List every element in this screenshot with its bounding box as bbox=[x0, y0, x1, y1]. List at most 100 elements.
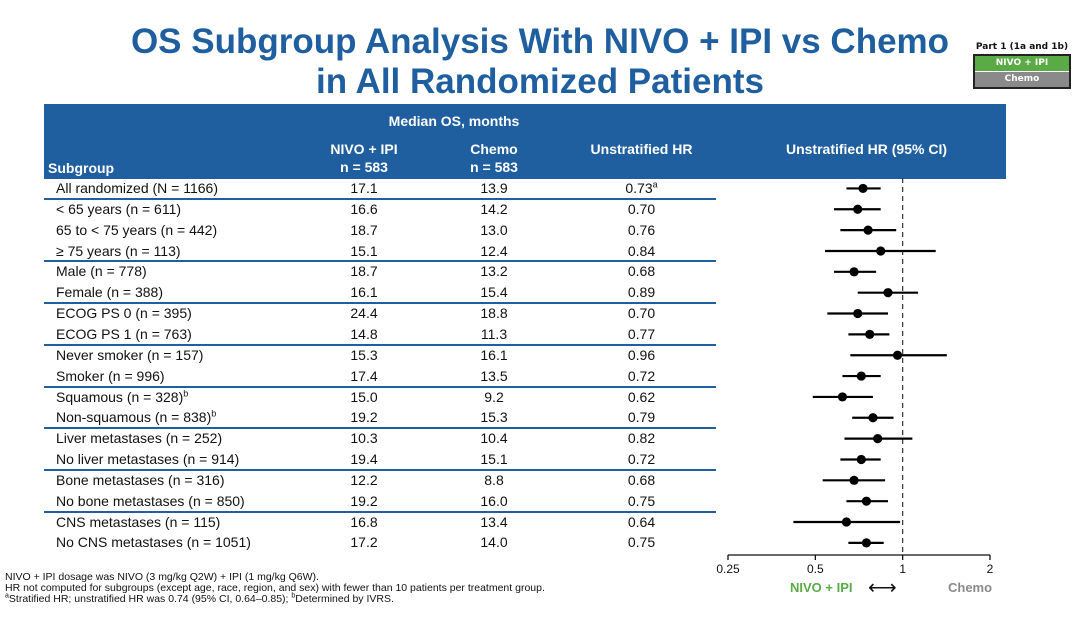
hr-point bbox=[861, 496, 872, 506]
hr-point bbox=[849, 475, 859, 485]
table-row: ECOG PS 1 (n = 763) 14.8 11.3 0.77 bbox=[44, 324, 714, 344]
row-subgroup: Bone metastases (n = 316) bbox=[56, 470, 225, 490]
row-separator bbox=[44, 427, 716, 430]
row-subgroup: Smoker (n = 996) bbox=[56, 366, 165, 386]
subgroup-label: 65 to < 75 years (n = 442) bbox=[56, 221, 218, 238]
row-hr: 0.75 bbox=[574, 491, 709, 511]
row-chemo-median: 15.3 bbox=[480, 409, 508, 426]
row-chemo-median: 14.2 bbox=[480, 200, 508, 217]
row-separator bbox=[44, 343, 716, 346]
subgroup-label: Squamous (n = 328) bbox=[56, 388, 184, 405]
table-row: Female (n = 388) 16.1 15.4 0.89 bbox=[44, 282, 714, 302]
row-hr: 0.68 bbox=[574, 470, 709, 490]
subgroup-footnote-mark: b bbox=[211, 408, 217, 419]
row-chemo-median: 13.5 bbox=[480, 367, 508, 384]
row-hr: 0.72 bbox=[574, 366, 709, 386]
table-row: No bone metastases (n = 850) 19.2 16.0 0.75 bbox=[44, 491, 714, 511]
table-row: No liver metastases (n = 914) 19.4 15.1 0.7… bbox=[44, 449, 714, 469]
x-tick-label: 0.25 bbox=[716, 562, 740, 576]
table-row: Squamous (n = 328)b 15.0 9.2 0.62 bbox=[44, 387, 714, 407]
row-separator bbox=[44, 510, 716, 513]
hr-value: 0.84 bbox=[627, 242, 656, 259]
row-subgroup: All randomized (N = 1166) bbox=[56, 178, 218, 198]
row-subgroup: ECOG PS 0 (n = 395) bbox=[56, 303, 192, 323]
subgroup-label: No liver metastases (n = 914) bbox=[56, 451, 240, 468]
hr-point bbox=[837, 392, 848, 402]
hr-value: 0.68 bbox=[627, 263, 656, 280]
hr-value: 0.72 bbox=[627, 451, 656, 468]
row-hr: 0.96 bbox=[574, 345, 709, 365]
row-hr: 0.82 bbox=[574, 428, 709, 448]
row-separator bbox=[44, 197, 716, 200]
table-row: Male (n = 778) 18.7 13.2 0.68 bbox=[44, 261, 714, 281]
subgroup-footnote-mark: b bbox=[183, 387, 189, 398]
hr-point bbox=[883, 288, 893, 298]
row-hr: 0.84 bbox=[574, 241, 709, 261]
favors-nivo-label: NIVO + IPI bbox=[790, 580, 853, 595]
row-nivo-median: 19.2 bbox=[350, 409, 378, 426]
header-nivo-label: NIVO + IPI bbox=[330, 141, 398, 157]
row-nivo-median: 16.6 bbox=[350, 200, 378, 217]
hr-point bbox=[858, 183, 868, 194]
hr-value: 0.89 bbox=[627, 284, 656, 301]
row-hr: 0.70 bbox=[574, 199, 709, 219]
row-separator bbox=[44, 302, 716, 305]
header-subgroup: Subgroup bbox=[48, 160, 115, 176]
x-tick-label: 2 bbox=[987, 562, 994, 576]
row-chemo-median: 10.4 bbox=[480, 430, 508, 447]
hr-point bbox=[892, 350, 903, 360]
row-hr: 0.64 bbox=[574, 512, 709, 532]
subgroup-label: Non-squamous (n = 838) bbox=[56, 409, 212, 426]
hr-point bbox=[853, 204, 863, 214]
row-hr: 0.62 bbox=[574, 387, 709, 407]
table-row: Non-squamous (n = 838)b 19.2 15.3 0.79 bbox=[44, 407, 714, 427]
legend-swatches: NIVO + IPI Chemo bbox=[973, 54, 1071, 89]
table-row: Liver metastases (n = 252) 10.3 10.4 0.82 bbox=[44, 428, 714, 448]
row-hr: 0.77 bbox=[574, 324, 709, 344]
row-nivo-median: 19.4 bbox=[350, 451, 378, 468]
row-nivo-median: 18.7 bbox=[350, 263, 378, 280]
row-hr: 0.79 bbox=[574, 407, 709, 427]
hr-point bbox=[868, 413, 878, 423]
row-hr: 0.72 bbox=[574, 449, 709, 469]
footnote-sup-b: b bbox=[291, 592, 296, 600]
header-chemo-n: n = 583 bbox=[470, 159, 518, 175]
hr-footnote-mark: a bbox=[652, 179, 658, 190]
subgroup-label: Bone metastases (n = 316) bbox=[56, 471, 225, 488]
row-chemo-median: 13.4 bbox=[480, 513, 508, 530]
row-chemo-median: 18.8 bbox=[480, 305, 508, 322]
favors-chemo-label: Chemo bbox=[948, 580, 993, 595]
hr-value: 0.73 bbox=[625, 180, 653, 196]
hr-value: 0.70 bbox=[627, 200, 656, 217]
legend-title: Part 1 (1a and 1b) bbox=[975, 42, 1069, 52]
hr-value: 0.68 bbox=[627, 471, 656, 488]
hr-point bbox=[849, 267, 859, 277]
title-line-1: OS Subgroup Analysis With NIVO + IPI vs … bbox=[130, 22, 950, 61]
subgroup-label: No CNS metastases (n = 1051) bbox=[56, 534, 251, 551]
hr-value: 0.77 bbox=[627, 325, 656, 342]
row-chemo-median: 14.0 bbox=[480, 534, 508, 551]
header-nivo: NIVO + IPI n = 583 bbox=[304, 140, 424, 176]
table-row: Never smoker (n = 157) 15.3 16.1 0.96 bbox=[44, 345, 714, 365]
row-nivo-median: 16.1 bbox=[350, 284, 378, 301]
row-separator bbox=[44, 385, 716, 388]
table-row: All randomized (N = 1166) 17.1 13.9 0.73a bbox=[44, 178, 714, 198]
row-nivo-median: 10.3 bbox=[350, 430, 378, 447]
double-arrow-icon: ⟷ bbox=[868, 577, 897, 599]
row-nivo-median: 24.4 bbox=[350, 305, 378, 322]
subgroup-label: All randomized (N = 1166) bbox=[56, 180, 218, 196]
header-hr-ci: Unstratified HR (95% CI) bbox=[785, 141, 948, 157]
hr-value: 0.96 bbox=[627, 346, 656, 363]
x-tick-label: 0.5 bbox=[807, 562, 824, 576]
row-nivo-median: 17.4 bbox=[350, 367, 378, 384]
hr-value: 0.75 bbox=[627, 492, 656, 509]
row-subgroup: < 65 years (n = 611) bbox=[56, 199, 181, 219]
footnotes: NIVO + IPI dosage was NIVO (3 mg/kg Q2W)… bbox=[5, 572, 545, 605]
x-tick-label: 1 bbox=[899, 562, 906, 576]
hr-value: 0.82 bbox=[627, 430, 656, 447]
table-row: No CNS metastases (n = 1051) 17.2 14.0 0.75 bbox=[44, 532, 714, 552]
row-subgroup: No CNS metastases (n = 1051) bbox=[56, 532, 251, 552]
title-line-2: in All Randomized Patients bbox=[316, 62, 764, 101]
subgroup-label: Liver metastases (n = 252) bbox=[56, 430, 223, 447]
subgroup-label: < 65 years (n = 611) bbox=[56, 200, 182, 217]
